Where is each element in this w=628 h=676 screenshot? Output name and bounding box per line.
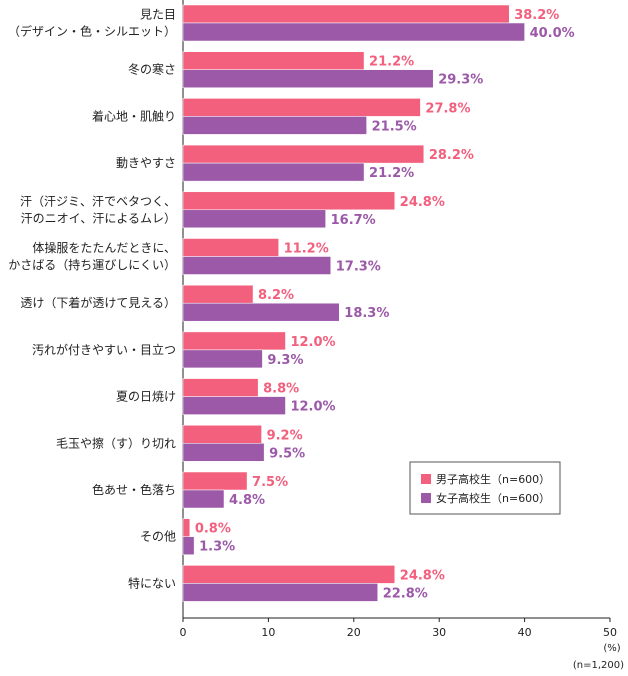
category-label: 見た目（デザイン・色・シルエット） (8, 8, 176, 39)
value-label-male: 21.2% (369, 55, 414, 70)
value-label-male: 8.8% (263, 382, 299, 397)
bar-male (182, 4, 510, 24)
legend-swatch-male (421, 474, 431, 484)
category-label: 毛玉や擦（す）り切れ (56, 436, 176, 450)
x-tick-label: 30 (432, 626, 446, 639)
x-tick-label: 40 (518, 626, 532, 639)
x-tick-label: 50 (603, 626, 617, 639)
legend-label-male: 男子高校生（n=600） (436, 472, 550, 486)
legend: 男子高校生（n=600） 女子高校生（n=600） (409, 461, 561, 515)
bar-female (182, 302, 340, 322)
value-label-male: 38.2% (514, 8, 559, 23)
category-label: 動きやすさ (116, 156, 176, 170)
bar-female (182, 22, 525, 42)
bar-male (182, 191, 396, 211)
bar-female (182, 443, 265, 462)
legend-box (409, 461, 561, 515)
bars-layer: 38.2% 40.0% 21.2% 29.3% 27.8% 21.5% 28.2% 21.2%… (182, 4, 575, 602)
value-label-female: 21.2% (369, 166, 414, 181)
value-label-female: 21.5% (372, 119, 417, 134)
bar-male (182, 331, 286, 351)
value-label-female: 16.7% (331, 213, 376, 228)
bar-male (182, 284, 254, 304)
bar-female (182, 69, 434, 88)
sample-size-note: (n=1,200) (573, 660, 624, 671)
x-tick-label: 0 (180, 626, 187, 639)
bar-male (182, 425, 262, 444)
bar-male (182, 565, 396, 584)
bar-female (182, 116, 367, 135)
bar-male (182, 238, 279, 257)
value-label-female: 17.3% (336, 260, 381, 275)
bar-male (182, 144, 425, 164)
value-label-female: 22.8% (383, 586, 428, 601)
value-label-male: 8.2% (258, 288, 294, 303)
value-label-female: 1.3% (199, 540, 235, 555)
legend-swatch-female (421, 493, 431, 503)
bar-female (182, 162, 365, 182)
value-label-male: 11.2% (284, 242, 329, 257)
bar-female (182, 489, 225, 509)
value-label-female: 4.8% (229, 493, 265, 508)
category-label: 汗（汗ジミ、汗でベタつく、汗のニオイ、汗によるムレ） (20, 194, 176, 225)
legend-label-female: 女子高校生（n=600） (436, 491, 550, 505)
x-tick-label: 10 (261, 626, 275, 639)
bar-female (182, 536, 195, 555)
value-label-female: 12.0% (290, 400, 335, 415)
category-label: その他 (140, 530, 176, 544)
value-label-male: 24.8% (400, 568, 445, 583)
category-label: 夏の日焼け (116, 390, 176, 404)
x-axis: 0 10 20 30 40 50 (180, 617, 617, 639)
bar-female (182, 349, 263, 369)
category-labels: 見た目（デザイン・色・シルエット） 冬の寒さ着心地・肌触り動きやすさ汗（汗ジミ、汗… (8, 8, 176, 591)
bar-male (182, 378, 259, 397)
category-label: 着心地・肌触り (92, 108, 176, 123)
category-label: 汚れが付きやすい・目立つ (32, 342, 176, 357)
value-label-male: 0.8% (195, 522, 231, 537)
value-label-male: 9.2% (267, 428, 303, 443)
category-label: 透け（下着が透けて見える） (20, 295, 176, 310)
unit-label: (%) (603, 643, 620, 654)
bar-male (182, 51, 365, 70)
value-label-female: 9.3% (267, 353, 303, 368)
category-label: 色あせ・色落ち (92, 483, 176, 497)
category-label: 体操服をたたんだときに、かさばる（持ち運びしにくい） (8, 240, 176, 272)
value-label-female: 40.0% (530, 26, 575, 41)
value-label-male: 28.2% (429, 148, 474, 163)
value-label-male: 24.8% (400, 195, 445, 210)
bar-male (182, 518, 191, 537)
bar-male (182, 471, 248, 491)
value-label-male: 12.0% (290, 335, 335, 350)
bar-female (182, 209, 326, 229)
value-label-male: 7.5% (252, 475, 288, 490)
bar-female (182, 583, 378, 602)
bar-male (182, 98, 421, 117)
category-label: 特にない (128, 575, 176, 590)
value-label-female: 18.3% (344, 306, 389, 321)
value-label-male: 27.8% (425, 101, 470, 116)
bar-female (182, 256, 331, 275)
value-label-female: 29.3% (438, 73, 483, 88)
bar-female (182, 396, 286, 415)
x-tick-label: 20 (347, 626, 361, 639)
value-label-female: 9.5% (269, 446, 305, 461)
category-label: 冬の寒さ (128, 62, 176, 77)
